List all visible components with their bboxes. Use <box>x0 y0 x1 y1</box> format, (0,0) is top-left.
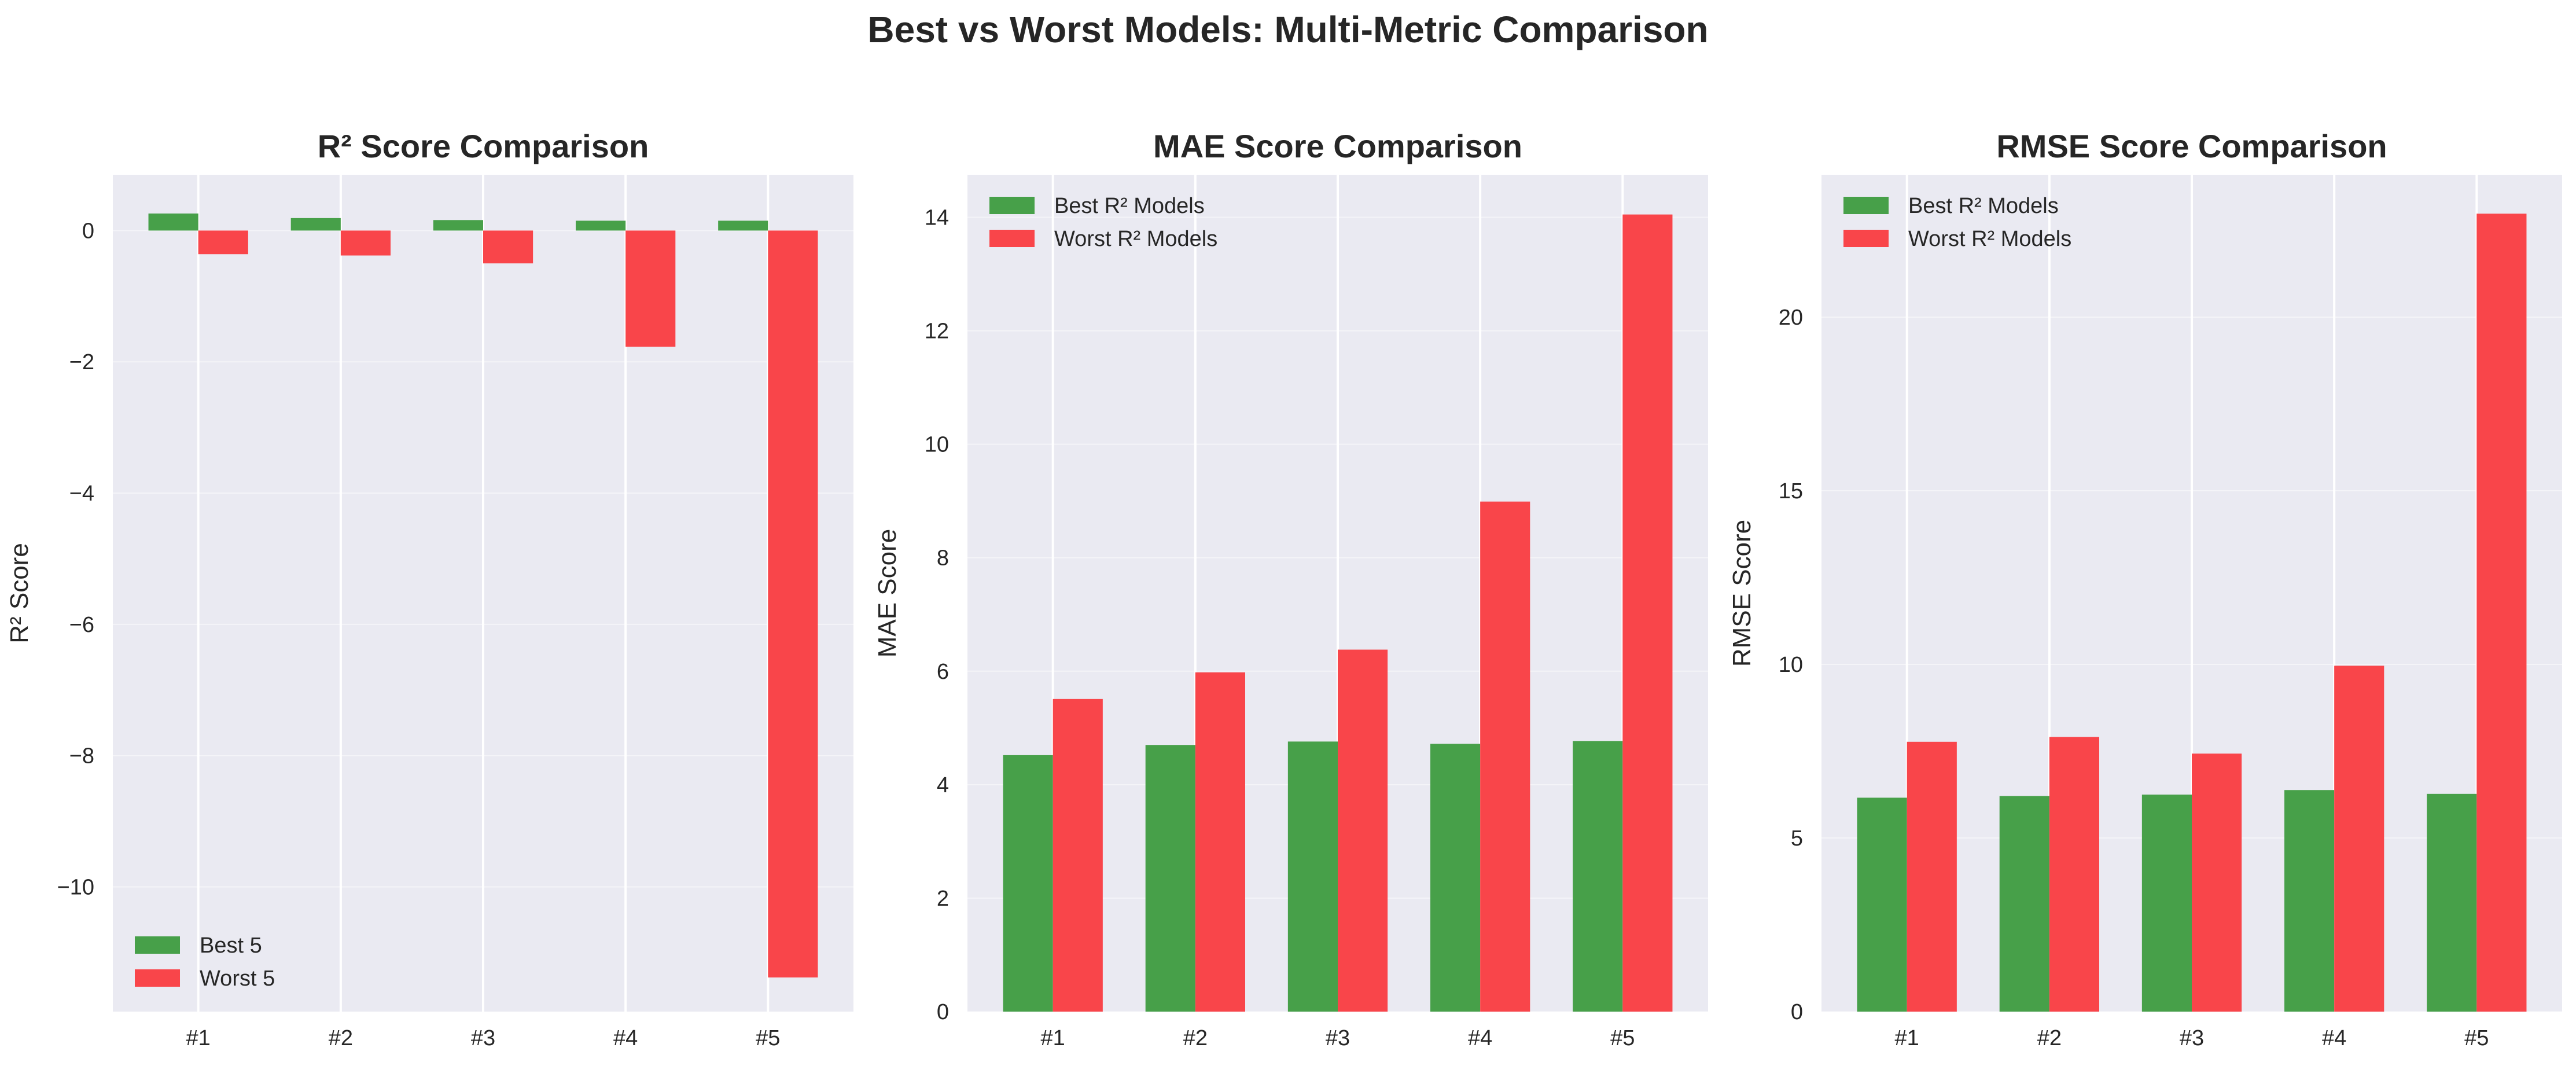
panel3-bar-worst-5 <box>2476 214 2527 1012</box>
panel1-bar-worst-4 <box>625 230 676 347</box>
panel1-ytick-label: −6 <box>69 613 94 637</box>
panel3-ytick-label: 20 <box>1779 306 1803 330</box>
panel1-bar-best-2 <box>290 218 341 231</box>
panel2-ytick-label: 2 <box>937 887 949 911</box>
panel3-xtick-label: #1 <box>1895 1026 1919 1050</box>
panel1-ytick-label: −8 <box>69 744 94 769</box>
panel3-bar-best-2 <box>1999 796 2049 1012</box>
panel1-ytick-label: −2 <box>69 350 94 374</box>
panel2-bar-best-1 <box>1003 755 1053 1012</box>
panel2-xtick-label: #1 <box>1041 1026 1065 1050</box>
panel1-bar-worst-2 <box>340 230 391 256</box>
panel2-ytick-label: 4 <box>937 773 949 797</box>
panel2-bar-worst-1 <box>1053 699 1103 1012</box>
panel3-bar-best-1 <box>1857 797 1907 1012</box>
panel3-bar-best-4 <box>2284 790 2335 1012</box>
panel2-legend-label-1: Best R² Models <box>1054 194 1205 218</box>
panel2-bar-best-3 <box>1287 741 1338 1012</box>
panel2-xtick-label: #2 <box>1183 1026 1208 1050</box>
panel1-xtick-label: #4 <box>613 1026 638 1050</box>
panel3-bar-worst-3 <box>2192 753 2242 1012</box>
panel3-legend-swatch-2 <box>1843 230 1889 247</box>
panel1-xtick-label: #2 <box>329 1026 353 1050</box>
panel3-xtick-label: #5 <box>2464 1026 2489 1050</box>
panel2-ytick-label: 0 <box>937 1000 949 1024</box>
panel1-bar-best-5 <box>718 220 768 231</box>
panel3-ytick-label: 15 <box>1779 479 1803 503</box>
panel1-bar-worst-5 <box>768 230 818 978</box>
panel1-bar-best-1 <box>148 213 198 231</box>
panel2-bar-worst-3 <box>1338 649 1388 1012</box>
panel2-title: MAE Score Comparison <box>1153 128 1522 164</box>
panel3-legend-label-1: Best R² Models <box>1908 194 2059 218</box>
panel1-ylabel: R² Score <box>5 543 34 644</box>
panel1-title: R² Score Comparison <box>318 128 649 164</box>
panel2-bar-worst-5 <box>1622 214 1673 1012</box>
panel1-bar-best-4 <box>576 220 626 231</box>
panel2-legend-label-2: Worst R² Models <box>1054 227 1217 251</box>
panel3-title: RMSE Score Comparison <box>1996 128 2387 164</box>
panel3-legend-swatch-1 <box>1843 197 1889 214</box>
panel2-ytick-label: 14 <box>925 206 949 230</box>
panel3-legend-label-2: Worst R² Models <box>1908 227 2071 251</box>
panel1-legend-swatch-2 <box>135 969 180 987</box>
panel1-ytick-label: −4 <box>69 481 94 506</box>
panel3-ytick-label: 5 <box>1791 826 1803 851</box>
panel1-bar-worst-1 <box>198 230 248 255</box>
panel2-xtick-label: #4 <box>1468 1026 1492 1050</box>
panel2-bar-best-4 <box>1430 744 1481 1012</box>
panel2-bar-worst-4 <box>1480 501 1530 1012</box>
panel1-xtick-label: #5 <box>756 1026 780 1050</box>
panel2-legend-swatch-1 <box>989 197 1035 214</box>
panel1-legend-label-1: Best 5 <box>200 933 262 958</box>
panel1-legend-swatch-1 <box>135 936 180 954</box>
panel3-bar-best-3 <box>2141 795 2192 1012</box>
panel1-bar-worst-3 <box>483 230 533 264</box>
panel1-bar-best-3 <box>433 220 483 231</box>
panel2-ytick-label: 8 <box>937 546 949 571</box>
panel3-bar-worst-1 <box>1907 741 1957 1012</box>
panel2-ytick-label: 6 <box>937 660 949 684</box>
figure-title: Best vs Worst Models: Multi-Metric Compa… <box>867 9 1709 50</box>
panel2-bar-worst-2 <box>1195 672 1245 1012</box>
panel2-xtick-label: #5 <box>1610 1026 1635 1050</box>
panel3-ytick-label: 0 <box>1791 1000 1803 1024</box>
panel3-xtick-label: #2 <box>2037 1026 2062 1050</box>
panel1-ytick-label: −10 <box>57 876 94 900</box>
panel3-bar-best-5 <box>2427 793 2477 1012</box>
panel3-bar-worst-4 <box>2334 666 2384 1012</box>
panel1-ytick-label: 0 <box>82 219 94 243</box>
panel3-xtick-label: #3 <box>2180 1026 2204 1050</box>
panel3-xtick-label: #4 <box>2322 1026 2346 1050</box>
panel2-bar-best-2 <box>1145 745 1195 1012</box>
panel2-ylabel: MAE Score <box>873 529 901 658</box>
panel3-bar-worst-2 <box>2049 737 2099 1012</box>
panel2-xtick-label: #3 <box>1326 1026 1350 1050</box>
panel3-ylabel: RMSE Score <box>1728 520 1756 667</box>
panel2-bar-best-5 <box>1573 741 1623 1012</box>
panel3-ytick-label: 10 <box>1779 653 1803 677</box>
panel1-xtick-label: #3 <box>471 1026 495 1050</box>
panel2-ytick-label: 12 <box>925 319 949 344</box>
panel2-ytick-label: 10 <box>925 433 949 457</box>
panel1-legend-label-2: Worst 5 <box>200 966 275 991</box>
panel1-xtick-label: #1 <box>186 1026 211 1050</box>
panel2-legend-swatch-2 <box>989 230 1035 247</box>
